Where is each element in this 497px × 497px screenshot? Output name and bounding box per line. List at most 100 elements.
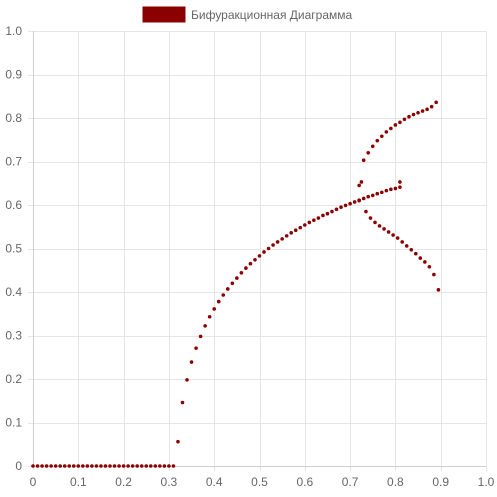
data-point[interactable] — [203, 324, 207, 328]
data-point[interactable] — [416, 110, 420, 115]
data-point[interactable] — [423, 260, 427, 264]
data-point[interactable] — [420, 109, 425, 113]
data-point[interactable] — [398, 180, 402, 184]
data-point[interactable] — [167, 464, 171, 468]
data-point[interactable] — [348, 201, 352, 206]
data-point[interactable] — [382, 227, 386, 231]
data-point[interactable] — [275, 240, 280, 244]
data-point[interactable] — [361, 196, 366, 201]
data-point[interactable] — [361, 158, 366, 162]
data-point[interactable] — [398, 120, 402, 125]
data-point[interactable] — [103, 464, 108, 468]
data-point[interactable] — [230, 281, 235, 286]
data-point[interactable] — [108, 464, 112, 468]
data-point[interactable] — [395, 236, 400, 240]
data-point[interactable] — [366, 151, 371, 155]
data-point[interactable] — [271, 243, 275, 247]
data-point[interactable] — [171, 464, 176, 468]
data-point[interactable] — [400, 240, 404, 244]
data-point[interactable] — [76, 464, 81, 468]
data-point[interactable] — [389, 126, 393, 131]
data-point[interactable] — [49, 464, 53, 468]
data-point[interactable] — [44, 464, 49, 468]
data-point[interactable] — [386, 230, 391, 234]
data-point[interactable] — [225, 287, 230, 291]
data-point[interactable] — [153, 464, 158, 468]
data-point[interactable] — [112, 464, 117, 468]
data-point[interactable] — [380, 190, 384, 195]
data-point[interactable] — [158, 464, 162, 468]
data-point[interactable] — [130, 464, 135, 468]
data-point[interactable] — [235, 276, 239, 280]
data-point[interactable] — [339, 205, 343, 209]
data-point[interactable] — [357, 198, 361, 203]
data-point[interactable] — [262, 250, 266, 254]
data-point[interactable] — [307, 220, 312, 225]
data-point[interactable] — [94, 464, 99, 468]
data-point[interactable] — [207, 314, 212, 319]
data-point[interactable] — [393, 123, 398, 127]
data-point[interactable] — [404, 244, 409, 248]
data-point[interactable] — [303, 223, 307, 227]
data-point[interactable] — [198, 334, 203, 339]
data-point[interactable] — [368, 216, 373, 220]
data-point[interactable] — [380, 134, 384, 139]
data-point[interactable] — [434, 100, 438, 105]
data-point[interactable] — [62, 464, 67, 468]
data-point[interactable] — [67, 464, 72, 468]
data-point[interactable] — [413, 251, 418, 256]
data-point[interactable] — [334, 207, 339, 212]
data-point[interactable] — [436, 288, 441, 292]
data-point[interactable] — [126, 464, 130, 468]
data-point[interactable] — [293, 228, 298, 233]
data-point[interactable] — [266, 246, 271, 251]
data-point[interactable] — [90, 464, 94, 468]
data-point[interactable] — [117, 464, 121, 468]
data-point[interactable] — [85, 464, 90, 468]
data-point[interactable] — [162, 464, 167, 468]
data-point[interactable] — [212, 307, 216, 311]
data-point[interactable] — [35, 464, 40, 468]
data-point[interactable] — [248, 261, 253, 266]
data-point[interactable] — [81, 464, 85, 468]
data-point[interactable] — [411, 112, 416, 117]
data-point[interactable] — [357, 183, 361, 188]
data-point[interactable] — [409, 248, 414, 252]
data-point[interactable] — [375, 191, 380, 196]
data-point[interactable] — [99, 464, 103, 468]
data-point[interactable] — [284, 234, 289, 238]
data-point[interactable] — [144, 464, 149, 468]
data-point[interactable] — [343, 203, 348, 208]
data-point[interactable] — [370, 144, 375, 149]
data-point[interactable] — [321, 213, 325, 218]
data-point[interactable] — [377, 224, 382, 228]
data-point[interactable] — [298, 225, 303, 230]
data-point[interactable] — [370, 193, 375, 198]
data-point[interactable] — [189, 360, 194, 364]
data-point[interactable] — [418, 256, 423, 260]
data-point[interactable] — [312, 218, 316, 223]
data-point[interactable] — [384, 130, 389, 134]
data-point[interactable] — [139, 464, 144, 468]
data-point[interactable] — [121, 464, 126, 468]
data-point[interactable] — [176, 439, 180, 444]
data-point[interactable] — [398, 185, 402, 189]
data-point[interactable] — [185, 378, 189, 382]
data-point[interactable] — [330, 209, 334, 214]
data-point[interactable] — [135, 464, 139, 468]
data-point[interactable] — [148, 464, 153, 468]
data-point[interactable] — [253, 258, 257, 262]
data-point[interactable] — [389, 187, 393, 192]
legend[interactable]: Бифуракционная Диаграмма — [142, 6, 353, 23]
data-point[interactable] — [244, 266, 248, 270]
data-point[interactable] — [239, 271, 244, 275]
data-point[interactable] — [53, 464, 58, 468]
data-point[interactable] — [427, 264, 432, 269]
data-point[interactable] — [325, 211, 330, 216]
data-point[interactable] — [316, 216, 321, 220]
data-point[interactable] — [58, 464, 62, 468]
data-point[interactable] — [31, 464, 35, 468]
data-point[interactable] — [194, 346, 198, 350]
data-point[interactable] — [384, 188, 389, 193]
data-point[interactable] — [375, 138, 380, 143]
